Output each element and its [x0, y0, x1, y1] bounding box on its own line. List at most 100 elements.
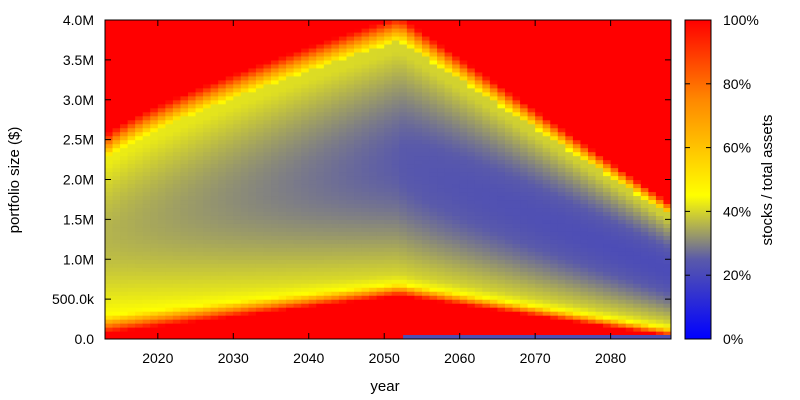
heatmap-cell — [203, 307, 212, 312]
heatmap-cell — [376, 47, 385, 53]
heatmap-cell — [512, 291, 521, 296]
heatmap-cell — [482, 315, 491, 320]
heatmap-cell — [391, 275, 400, 280]
heatmap-cell — [105, 179, 114, 185]
heatmap-cell — [271, 259, 280, 264]
heatmap-cell — [150, 47, 159, 53]
heatmap-cell — [414, 47, 423, 53]
heatmap-cell — [414, 95, 423, 101]
heatmap-cell — [240, 71, 249, 77]
heatmap-cell — [112, 83, 121, 89]
heatmap-cell — [316, 259, 325, 264]
heatmap-cell — [384, 127, 393, 133]
heatmap-cell — [346, 291, 355, 296]
heatmap-cell — [286, 195, 295, 201]
heatmap-cell — [308, 43, 317, 49]
heatmap-cell — [391, 239, 400, 244]
heatmap-cell — [225, 20, 234, 25]
heatmap-cell — [165, 107, 174, 113]
heatmap-cell — [489, 315, 499, 320]
heatmap-cell — [331, 267, 340, 272]
heatmap-cell — [195, 319, 204, 324]
heatmap-cell — [127, 283, 136, 288]
heatmap-cell — [497, 27, 506, 33]
heatmap-cell — [105, 231, 114, 236]
heatmap-cell — [504, 135, 514, 141]
heatmap-cell — [354, 20, 363, 25]
heatmap-cell — [165, 55, 174, 61]
heatmap-cell — [361, 151, 370, 157]
heatmap-cell — [391, 187, 400, 193]
heatmap-cell — [301, 107, 310, 113]
heatmap-cell — [474, 275, 483, 280]
heatmap-cell — [210, 227, 219, 232]
heatmap-cell — [135, 51, 144, 57]
heatmap-cell — [293, 203, 302, 209]
heatmap-cell — [474, 247, 483, 252]
heatmap-cell — [112, 71, 121, 77]
heatmap-cell — [550, 195, 559, 201]
heatmap-cell — [142, 159, 151, 165]
heatmap-cell — [316, 219, 325, 224]
heatmap-cell — [248, 311, 257, 316]
heatmap-cell — [452, 67, 461, 73]
heatmap-cell — [112, 319, 121, 324]
heatmap-cell — [286, 171, 295, 177]
heatmap-cell — [520, 211, 529, 216]
heatmap-cell — [474, 51, 483, 57]
heatmap-cell — [346, 155, 355, 161]
heatmap-cell — [520, 303, 529, 308]
heatmap-cell — [142, 307, 151, 312]
heatmap-cell — [210, 243, 219, 248]
heatmap-cell — [218, 263, 227, 268]
heatmap-cell — [482, 263, 491, 268]
heatmap-cell — [218, 87, 227, 93]
heatmap-cell — [354, 135, 363, 141]
heatmap-cell — [157, 179, 166, 185]
heatmap-cell — [112, 135, 121, 141]
heatmap-cell — [165, 311, 174, 316]
heatmap-cell — [369, 123, 378, 129]
heatmap-cell — [301, 75, 310, 81]
heatmap-cell — [316, 271, 325, 276]
heatmap-cell — [150, 187, 159, 193]
heatmap-cell — [474, 20, 483, 25]
heatmap-cell — [301, 211, 310, 216]
heatmap-cell — [437, 99, 446, 105]
heatmap-cell — [421, 275, 431, 280]
heatmap-cell — [263, 131, 272, 137]
heatmap-cell — [278, 131, 287, 137]
heatmap-cell — [218, 99, 227, 105]
heatmap-cell — [527, 315, 536, 320]
heatmap-cell — [467, 151, 476, 157]
heatmap-cell — [504, 111, 514, 117]
heatmap-cell — [474, 115, 483, 121]
heatmap-cell — [316, 163, 325, 169]
heatmap-cell — [301, 263, 310, 268]
heatmap-cell — [474, 271, 483, 276]
heatmap-cell — [271, 199, 280, 205]
heatmap-cell — [459, 143, 468, 149]
heatmap-cell — [421, 119, 431, 125]
heatmap-cell — [240, 295, 249, 300]
heatmap-cell — [489, 259, 499, 264]
heatmap-cell — [497, 163, 506, 169]
heatmap-cell — [233, 20, 242, 25]
heatmap-cell — [120, 295, 129, 300]
heatmap-cell — [429, 271, 438, 276]
heatmap-cell — [512, 35, 521, 41]
heatmap-cell — [188, 179, 197, 185]
heatmap-cell — [172, 259, 182, 264]
heatmap-cell — [565, 219, 574, 224]
heatmap-cell — [248, 291, 257, 296]
heatmap-cell — [240, 103, 249, 109]
heatmap-cell — [210, 159, 219, 165]
heatmap-cell — [520, 171, 529, 177]
heatmap-cell — [135, 323, 144, 328]
heatmap-cell — [286, 67, 295, 73]
heatmap-cell — [120, 219, 129, 224]
heatmap-cell — [308, 263, 317, 268]
heatmap-cell — [150, 155, 159, 161]
heatmap-cell — [550, 111, 559, 117]
heatmap-cell — [248, 319, 257, 324]
